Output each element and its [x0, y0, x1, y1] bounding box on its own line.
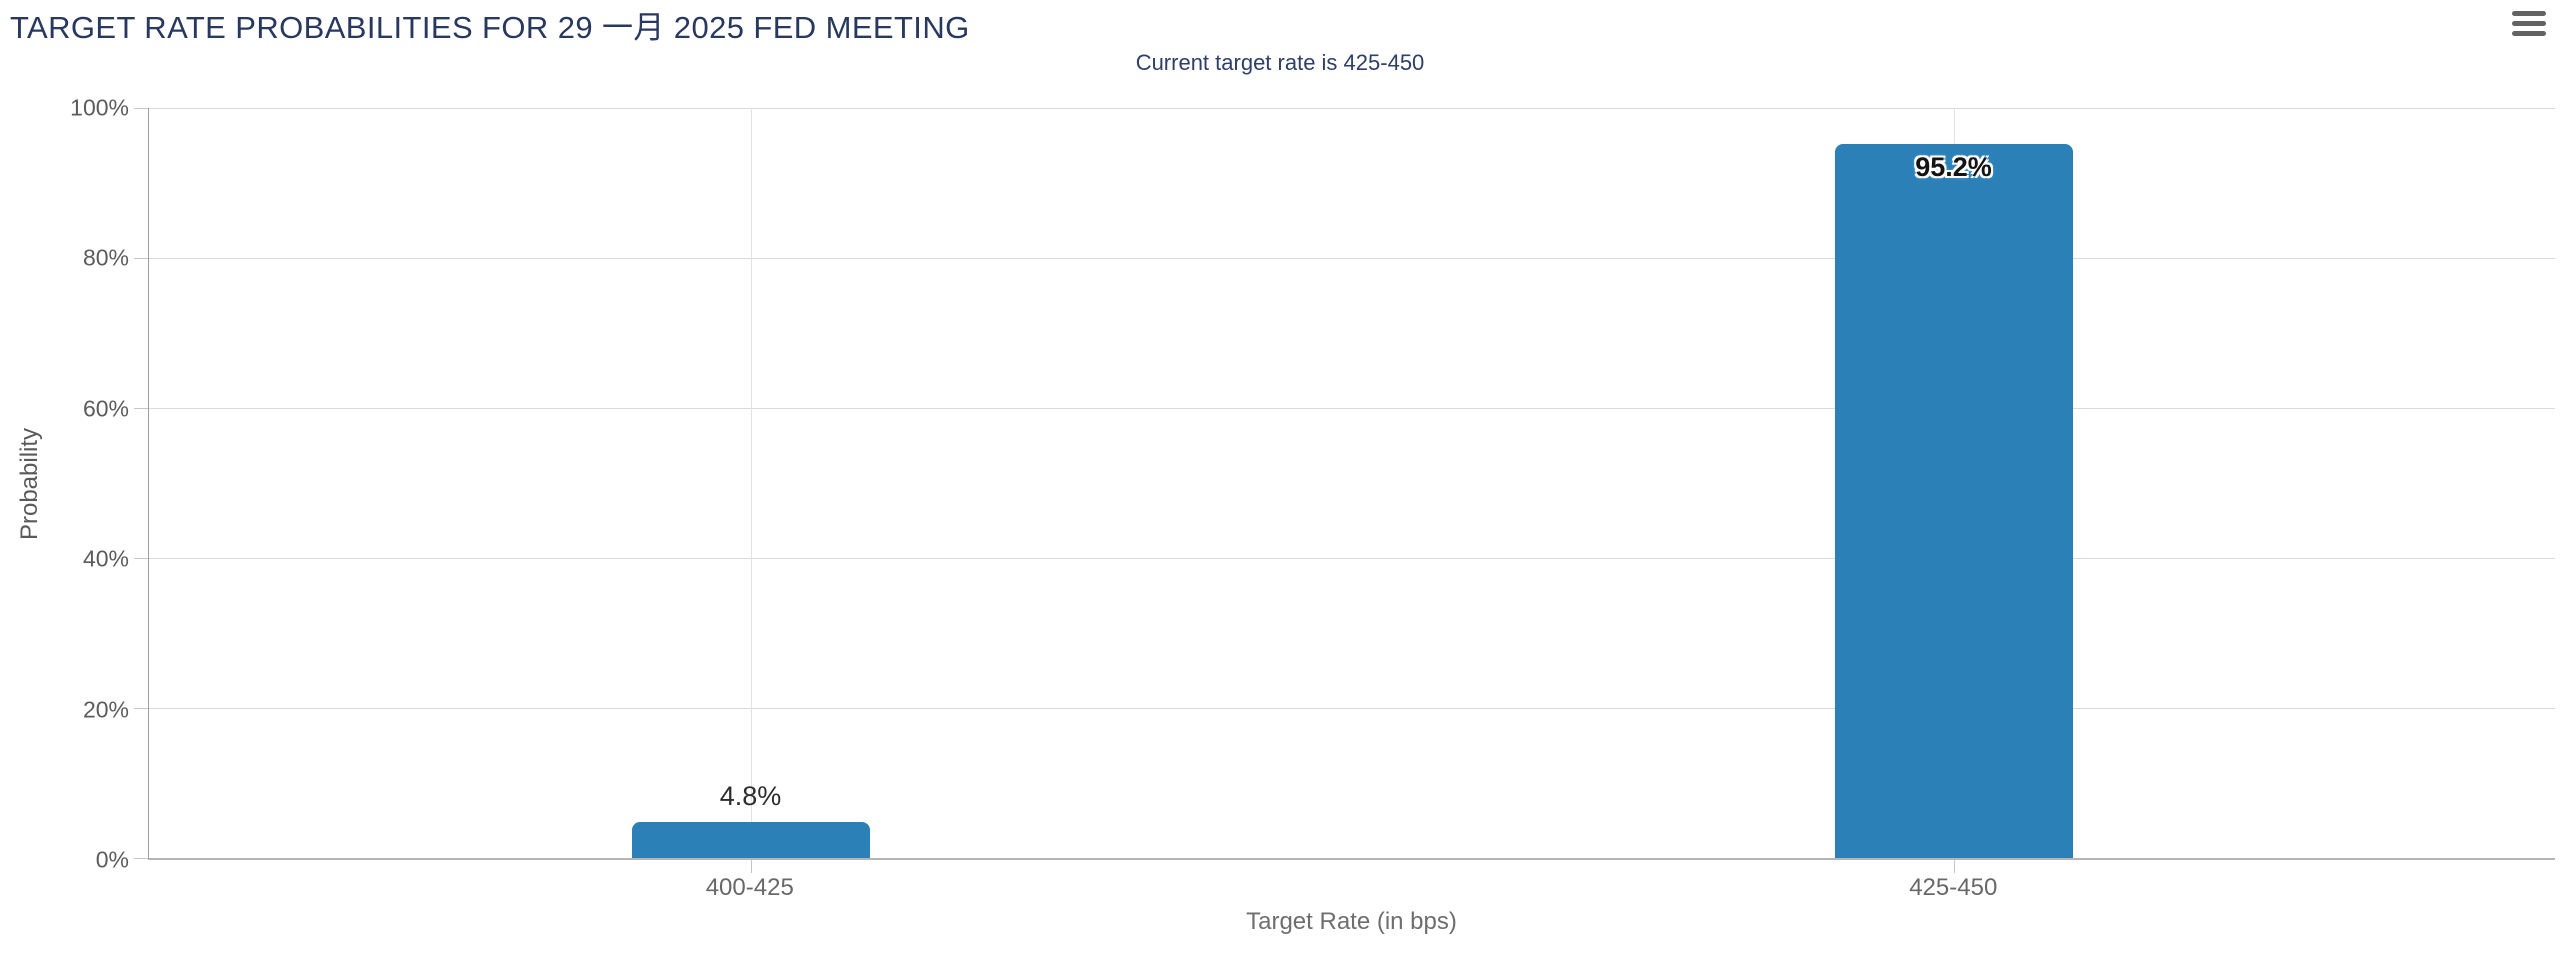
category-band-425-450: 95.2%: [1352, 108, 2555, 858]
chart-context-menu-button[interactable]: [2512, 11, 2546, 36]
plot-area: 4.8% 95.2%: [134, 108, 2555, 873]
bar-value-label: 95.2%: [1915, 152, 1992, 182]
y-axis-title: Probability: [16, 427, 43, 541]
y-tick-label: 100%: [70, 94, 129, 121]
bar-400-425[interactable]: 4.8%: [631, 781, 870, 858]
y-tick-label: 60%: [82, 395, 129, 422]
gridline: [149, 708, 2555, 709]
y-tick: [134, 408, 148, 409]
chart-title: TARGET RATE PROBABILITIES FOR 29 一月 2025…: [10, 10, 970, 45]
category-band-400-425: 4.8%: [149, 108, 1352, 858]
y-tick-label: 40%: [82, 545, 129, 572]
chart-subtitle: Current target rate is 425-450: [1135, 50, 1425, 75]
y-tick: [134, 708, 148, 709]
x-axis-title: Target Rate (in bps): [1246, 908, 1457, 935]
y-tick-label: 0%: [95, 846, 129, 873]
x-category-label: 425-450: [1909, 874, 1998, 901]
x-tick: [1953, 860, 1955, 873]
x-axis-labels: 400-425 425-450: [148, 874, 2555, 904]
y-tick-label: 80%: [82, 244, 129, 271]
gridline: [149, 558, 2555, 559]
y-tick: [134, 558, 148, 559]
gridline: [149, 258, 2555, 259]
gridline: [149, 408, 2555, 409]
x-category-label: 400-425: [705, 874, 794, 901]
y-tick-label: 20%: [82, 696, 129, 723]
x-tick: [750, 860, 752, 873]
bar-value-label: 4.8%: [719, 781, 782, 811]
y-tick: [134, 858, 148, 859]
bar-425-450[interactable]: 95.2%: [1834, 144, 2073, 858]
y-tick: [134, 108, 148, 109]
gridline: [149, 108, 2555, 109]
y-axis-labels: 0% 20% 40% 60% 80% 100%: [0, 95, 148, 873]
gridline: [750, 108, 752, 858]
y-tick: [134, 258, 148, 259]
